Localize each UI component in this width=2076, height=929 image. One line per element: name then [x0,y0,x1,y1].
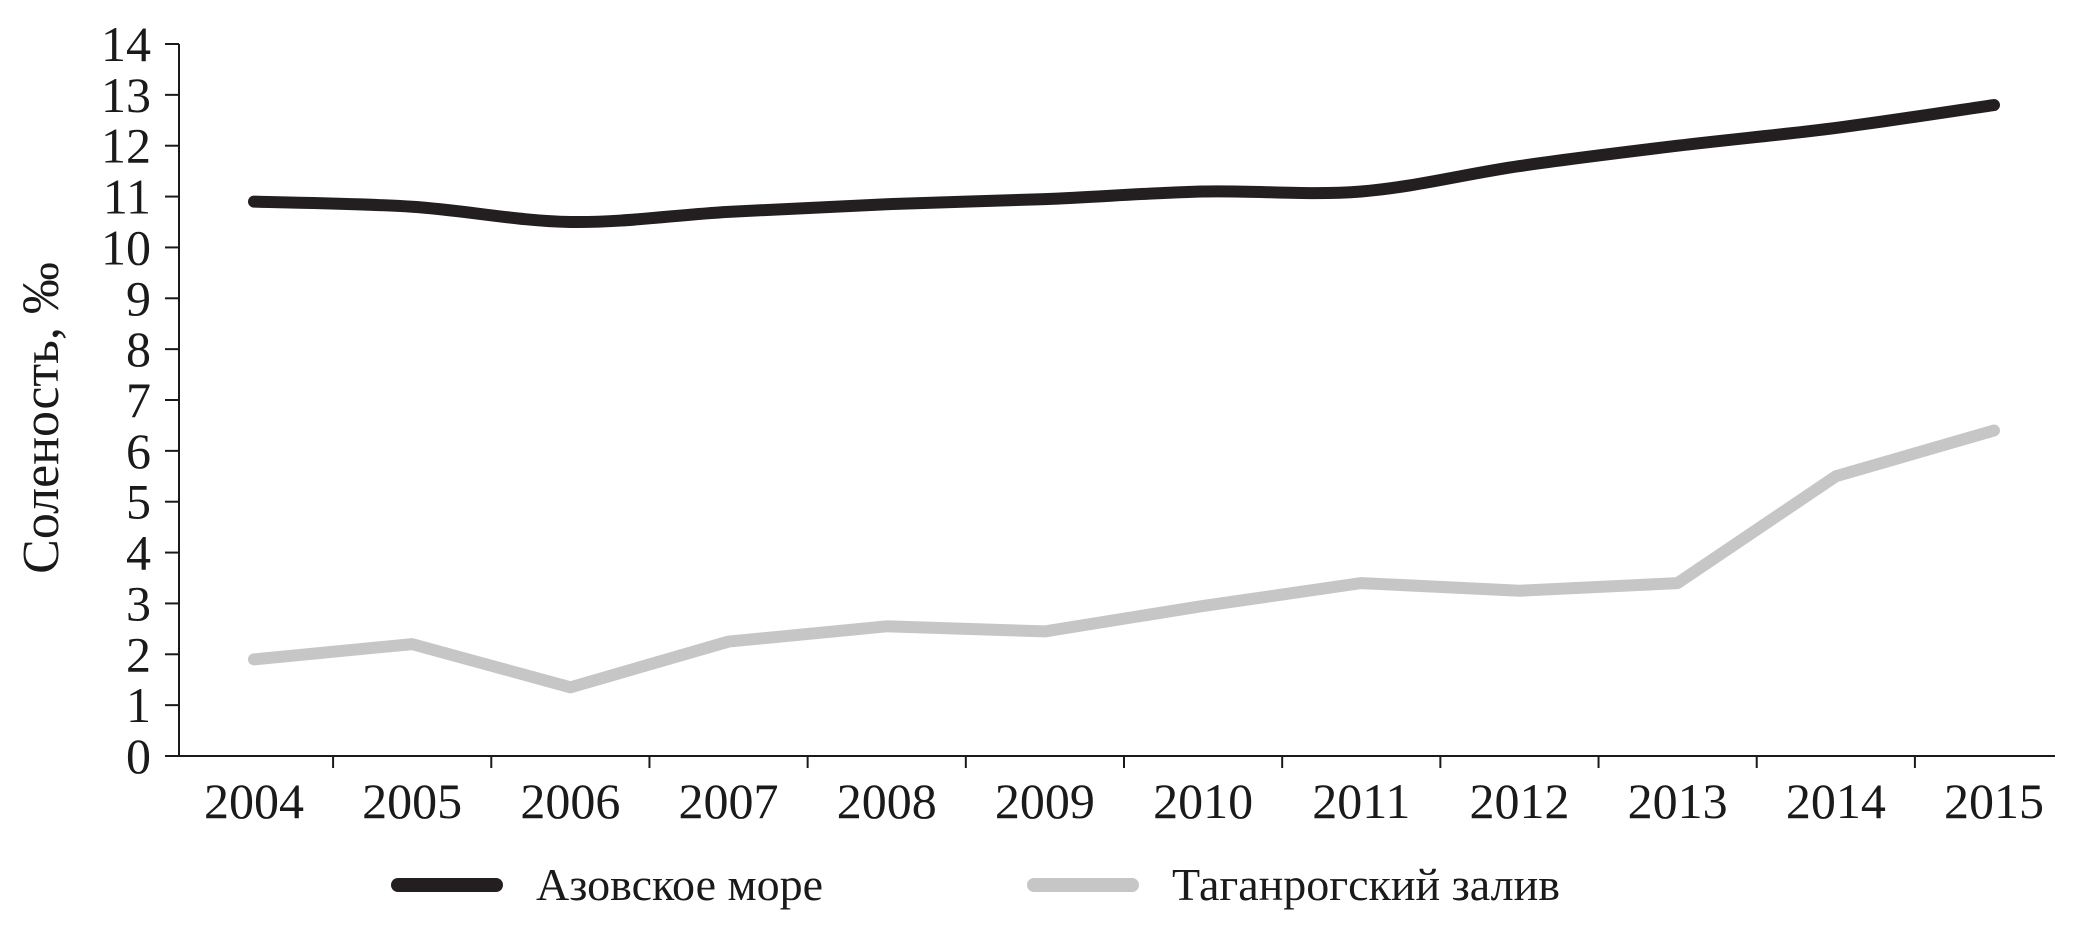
y-tick-label: 4 [126,525,151,581]
x-tick-label: 2011 [1312,773,1410,829]
x-tick-label: 2006 [520,773,620,829]
legend-label-0: Азовское море [536,859,823,910]
series-layer [248,99,2000,694]
x-tick-label: 2005 [362,773,462,829]
series-line-0 [248,99,2000,229]
y-tick-label: 0 [126,728,151,784]
y-tick-label: 10 [101,219,151,275]
y-tick-label: 2 [126,626,151,682]
y-axis-title: Соленость, ‰ [13,262,70,574]
y-tick-label: 6 [126,423,151,479]
y-tick-label: 8 [126,321,151,377]
y-tick-label: 1 [126,677,151,733]
y-tick-label: 9 [126,270,151,326]
x-tick-label: 2014 [1786,773,1886,829]
y-tick-label: 13 [101,67,151,123]
x-tick-label: 2009 [995,773,1095,829]
x-tick-label: 2004 [204,773,304,829]
x-tick-label: 2015 [1944,773,2044,829]
x-tick-label: 2012 [1469,773,1569,829]
x-tick-label: 2013 [1628,773,1728,829]
y-tick-label: 3 [126,575,151,631]
y-tick-label: 14 [101,16,151,72]
legend-label-1: Таганрогский залив [1172,859,1560,910]
series-line-1 [248,424,2000,694]
x-tick-label: 2007 [679,773,779,829]
x-tick-label: 2010 [1153,773,1253,829]
x-axis: 2004 2005 2006 2007 2008 2009 2010 2011 2012 2013… [179,755,2055,829]
y-tick-label: 11 [103,169,151,225]
y-tick-label: 5 [126,474,151,530]
y-tick-label: 12 [101,118,151,174]
y-tick-label: 7 [126,372,151,428]
legend: Азовское море Таганрогский залив [391,859,1560,910]
x-tick-label: 2008 [837,773,937,829]
